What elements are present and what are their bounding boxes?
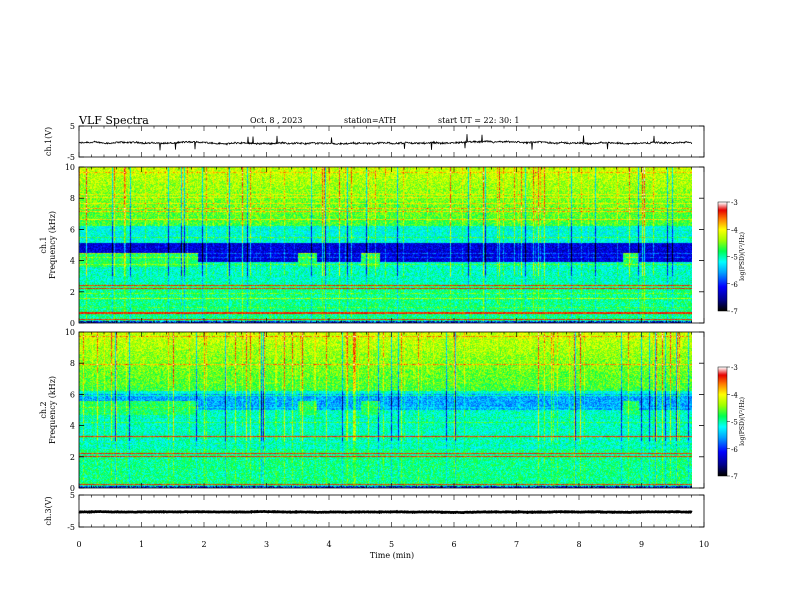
ch1-spectrogram-ytick-label: 8: [70, 194, 75, 203]
ch1-spectrogram-colorbar-label: log(PSD)(V²/Hz): [739, 232, 746, 281]
x-tick-label: 3: [264, 540, 269, 549]
ch1-spectrogram-colorbar-tick-label: -6: [731, 281, 738, 289]
x-tick-label: 10: [699, 540, 709, 549]
ch1-spectrogram-ytick-label: 0: [70, 319, 75, 328]
ch2-spectrogram-colorbar-tick-label: -7: [731, 473, 738, 481]
x-tick-label: 8: [576, 540, 581, 549]
ch2-spectrogram-ytick-label: 0: [70, 484, 75, 493]
x-axis-label: Time (min): [370, 551, 414, 560]
ch1-waveform-trace: [78, 134, 693, 151]
ch1-waveform-ytick-label: 5: [70, 122, 75, 131]
ch1-spectrogram-colorbar-tick-label: -3: [731, 199, 738, 207]
ch1-spectrogram-colorbar: [718, 202, 727, 311]
figure-title: VLF Spectra: [78, 114, 149, 127]
ch1-spectrogram-colorbar-tick-label: -7: [731, 308, 738, 316]
ch3-waveform-ytick-label: -5: [67, 523, 75, 532]
ch2-spectrogram-colorbar-tick-label: -5: [731, 419, 738, 427]
ch2-spectrogram-heatmap-image: [79, 332, 692, 488]
ch2-spectrogram-colorbar: [718, 367, 727, 476]
ch2-spectrogram-ylabel: ch.2Frequency (kHz): [39, 376, 57, 444]
x-tick-label: 4: [326, 540, 331, 549]
ch2-spectrogram-ytick-label: 8: [70, 359, 75, 368]
ch1-spectrogram-ylabel: ch.1Frequency (kHz): [39, 211, 57, 279]
x-tick-label: 6: [451, 540, 456, 549]
ch2-spectrogram-ytick-label: 4: [70, 422, 75, 431]
ch2-spectrogram-colorbar-tick-label: -6: [731, 446, 738, 454]
ch1-spectrogram-ytick-label: 10: [65, 163, 75, 172]
date-label: Oct. 8 , 2023: [250, 116, 302, 125]
x-tick-label: 7: [514, 540, 519, 549]
ch1-spectrogram-colorbar-tick-label: -5: [731, 254, 738, 262]
ch1-waveform-ytick-label: -5: [67, 153, 75, 162]
x-tick-label: 2: [201, 540, 206, 549]
ch2-spectrogram-ytick-label: 6: [70, 390, 75, 399]
ch3-waveform-ytick-label: 5: [70, 491, 75, 500]
ch2-spectrogram-colorbar-tick-label: -3: [731, 364, 738, 372]
x-tick-label: 5: [389, 540, 394, 549]
ch3-waveform-ylabel: ch.3(V): [44, 496, 53, 525]
x-tick-label: 0: [76, 540, 81, 549]
ch1-waveform-ylabel: ch.1(V): [44, 127, 53, 156]
ch2-spectrogram-colorbar-tick-label: -4: [731, 391, 738, 399]
station-label: station=ATH: [344, 116, 396, 125]
ch2-spectrogram-ytick-label: 2: [70, 453, 75, 462]
ch1-spectrogram-ytick-label: 6: [70, 225, 75, 234]
ch1-spectrogram-ytick-label: 4: [70, 257, 75, 266]
x-tick-label: 1: [139, 540, 144, 549]
x-tick-label: 9: [639, 540, 644, 549]
ch1-spectrogram-ytick-label: 2: [70, 288, 75, 297]
ch3-waveform-trace: [78, 509, 693, 515]
ch1-spectrogram-colorbar-tick-label: -4: [731, 226, 738, 234]
ch2-spectrogram-colorbar-label: log(PSD)(V²/Hz): [739, 397, 746, 446]
ch1-spectrogram-heatmap-image: [79, 167, 692, 323]
ch2-spectrogram-ytick-label: 10: [65, 328, 75, 337]
start-time-label: start UT = 22: 30: 1: [438, 116, 519, 125]
